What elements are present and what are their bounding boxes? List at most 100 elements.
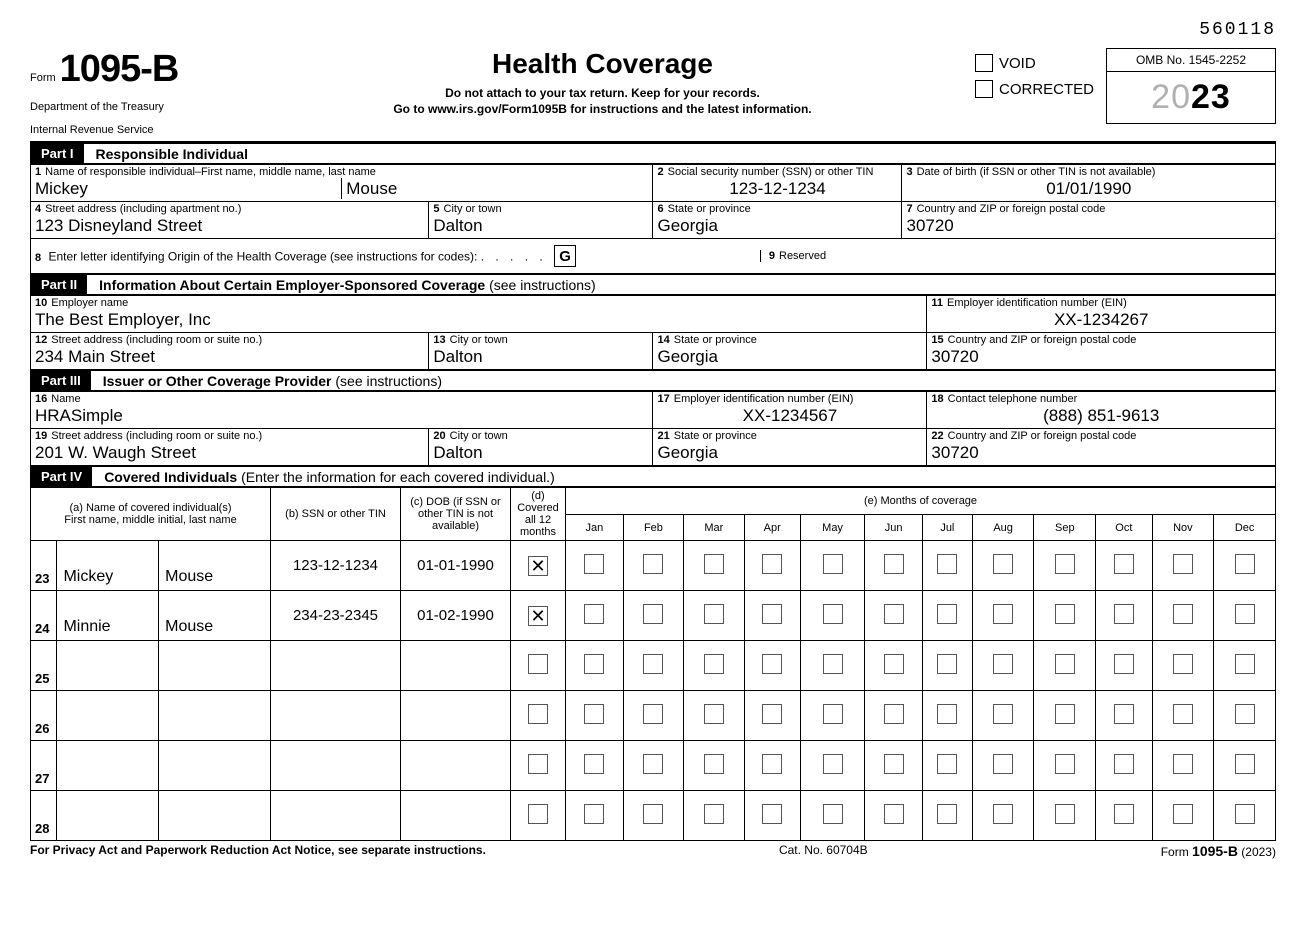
month-checkbox[interactable] <box>1173 654 1193 674</box>
month-checkbox[interactable] <box>643 754 663 774</box>
month-checkbox[interactable] <box>1114 554 1134 574</box>
month-checkbox[interactable] <box>1055 604 1075 624</box>
all-12-checkbox[interactable] <box>528 804 548 824</box>
month-checkbox[interactable] <box>704 654 724 674</box>
month-checkbox[interactable] <box>1235 704 1255 724</box>
month-checkbox[interactable] <box>993 754 1013 774</box>
month-checkbox[interactable] <box>937 754 957 774</box>
month-checkbox[interactable] <box>584 754 604 774</box>
footer-right: Form 1095-B (2023) <box>1161 843 1276 859</box>
origin-code-box[interactable]: G <box>554 245 576 267</box>
month-checkbox[interactable] <box>1055 754 1075 774</box>
month-checkbox[interactable] <box>584 704 604 724</box>
dept-line-2: Internal Revenue Service <box>30 124 230 137</box>
tax-year: 2023 <box>1106 72 1276 124</box>
month-checkbox[interactable] <box>762 654 782 674</box>
month-checkbox[interactable] <box>823 754 843 774</box>
covered-last-name: Mouse <box>159 591 271 641</box>
month-checkbox[interactable] <box>584 554 604 574</box>
month-checkbox[interactable] <box>584 804 604 824</box>
last-name: Mouse <box>338 178 648 199</box>
month-checkbox[interactable] <box>1114 604 1134 624</box>
month-checkbox[interactable] <box>823 804 843 824</box>
month-checkbox[interactable] <box>762 804 782 824</box>
covered-ssn <box>271 691 401 741</box>
month-checkbox[interactable] <box>937 654 957 674</box>
month-checkbox[interactable] <box>1114 754 1134 774</box>
month-checkbox[interactable] <box>1114 804 1134 824</box>
month-checkbox[interactable] <box>1055 654 1075 674</box>
covered-dob: 01-01-1990 <box>401 541 511 591</box>
month-checkbox[interactable] <box>584 654 604 674</box>
month-checkbox[interactable] <box>884 604 904 624</box>
all-12-checkbox[interactable]: ✕ <box>528 556 548 576</box>
covered-ssn <box>271 641 401 691</box>
month-checkbox[interactable] <box>1235 554 1255 574</box>
month-checkbox[interactable] <box>704 754 724 774</box>
all-12-checkbox[interactable]: ✕ <box>528 606 548 626</box>
month-checkbox[interactable] <box>1114 704 1134 724</box>
month-checkbox[interactable] <box>643 554 663 574</box>
month-checkbox[interactable] <box>704 804 724 824</box>
month-checkbox[interactable] <box>704 604 724 624</box>
month-checkbox[interactable] <box>1173 604 1193 624</box>
month-checkbox[interactable] <box>884 704 904 724</box>
month-checkbox[interactable] <box>762 704 782 724</box>
corrected-checkbox[interactable] <box>975 80 993 98</box>
month-checkbox[interactable] <box>1173 754 1193 774</box>
month-checkbox[interactable] <box>762 554 782 574</box>
row-number: 27 <box>31 741 57 791</box>
month-checkbox[interactable] <box>584 604 604 624</box>
month-checkbox[interactable] <box>884 804 904 824</box>
month-checkbox[interactable] <box>1173 554 1193 574</box>
month-checkbox[interactable] <box>1114 654 1134 674</box>
month-header: Jun <box>865 514 923 541</box>
month-checkbox[interactable] <box>937 804 957 824</box>
month-checkbox[interactable] <box>823 554 843 574</box>
month-checkbox[interactable] <box>1055 554 1075 574</box>
issuer-state: Georgia <box>657 442 922 463</box>
month-checkbox[interactable] <box>884 654 904 674</box>
month-checkbox[interactable] <box>884 754 904 774</box>
month-checkbox[interactable] <box>643 604 663 624</box>
month-checkbox[interactable] <box>762 604 782 624</box>
month-checkbox[interactable] <box>823 654 843 674</box>
month-checkbox[interactable] <box>993 804 1013 824</box>
form-number: 1095-B <box>60 48 179 91</box>
month-checkbox[interactable] <box>993 604 1013 624</box>
dept-line-1: Department of the Treasury <box>30 101 230 114</box>
month-checkbox[interactable] <box>1235 754 1255 774</box>
month-checkbox[interactable] <box>1173 704 1193 724</box>
month-checkbox[interactable] <box>823 704 843 724</box>
month-checkbox[interactable] <box>1235 804 1255 824</box>
city: Dalton <box>433 215 648 236</box>
month-checkbox[interactable] <box>993 654 1013 674</box>
void-checkbox[interactable] <box>975 54 993 72</box>
month-checkbox[interactable] <box>823 604 843 624</box>
month-checkbox[interactable] <box>1235 654 1255 674</box>
month-checkbox[interactable] <box>762 754 782 774</box>
month-checkbox[interactable] <box>993 554 1013 574</box>
month-checkbox[interactable] <box>643 654 663 674</box>
month-checkbox[interactable] <box>643 704 663 724</box>
covered-dob: 01-02-1990 <box>401 591 511 641</box>
all-12-checkbox[interactable] <box>528 654 548 674</box>
month-checkbox[interactable] <box>993 704 1013 724</box>
month-checkbox[interactable] <box>937 604 957 624</box>
month-checkbox[interactable] <box>937 554 957 574</box>
month-checkbox[interactable] <box>704 704 724 724</box>
covered-dob <box>401 741 511 791</box>
table-row: 27 <box>31 741 1276 791</box>
all-12-checkbox[interactable] <box>528 704 548 724</box>
month-checkbox[interactable] <box>1235 604 1255 624</box>
month-checkbox[interactable] <box>1173 804 1193 824</box>
month-checkbox[interactable] <box>643 804 663 824</box>
row-number: 26 <box>31 691 57 741</box>
all-12-checkbox[interactable] <box>528 754 548 774</box>
month-checkbox[interactable] <box>704 554 724 574</box>
month-checkbox[interactable] <box>1055 704 1075 724</box>
month-checkbox[interactable] <box>937 704 957 724</box>
issuer-name: HRASimple <box>35 405 648 426</box>
month-checkbox[interactable] <box>1055 804 1075 824</box>
month-checkbox[interactable] <box>884 554 904 574</box>
